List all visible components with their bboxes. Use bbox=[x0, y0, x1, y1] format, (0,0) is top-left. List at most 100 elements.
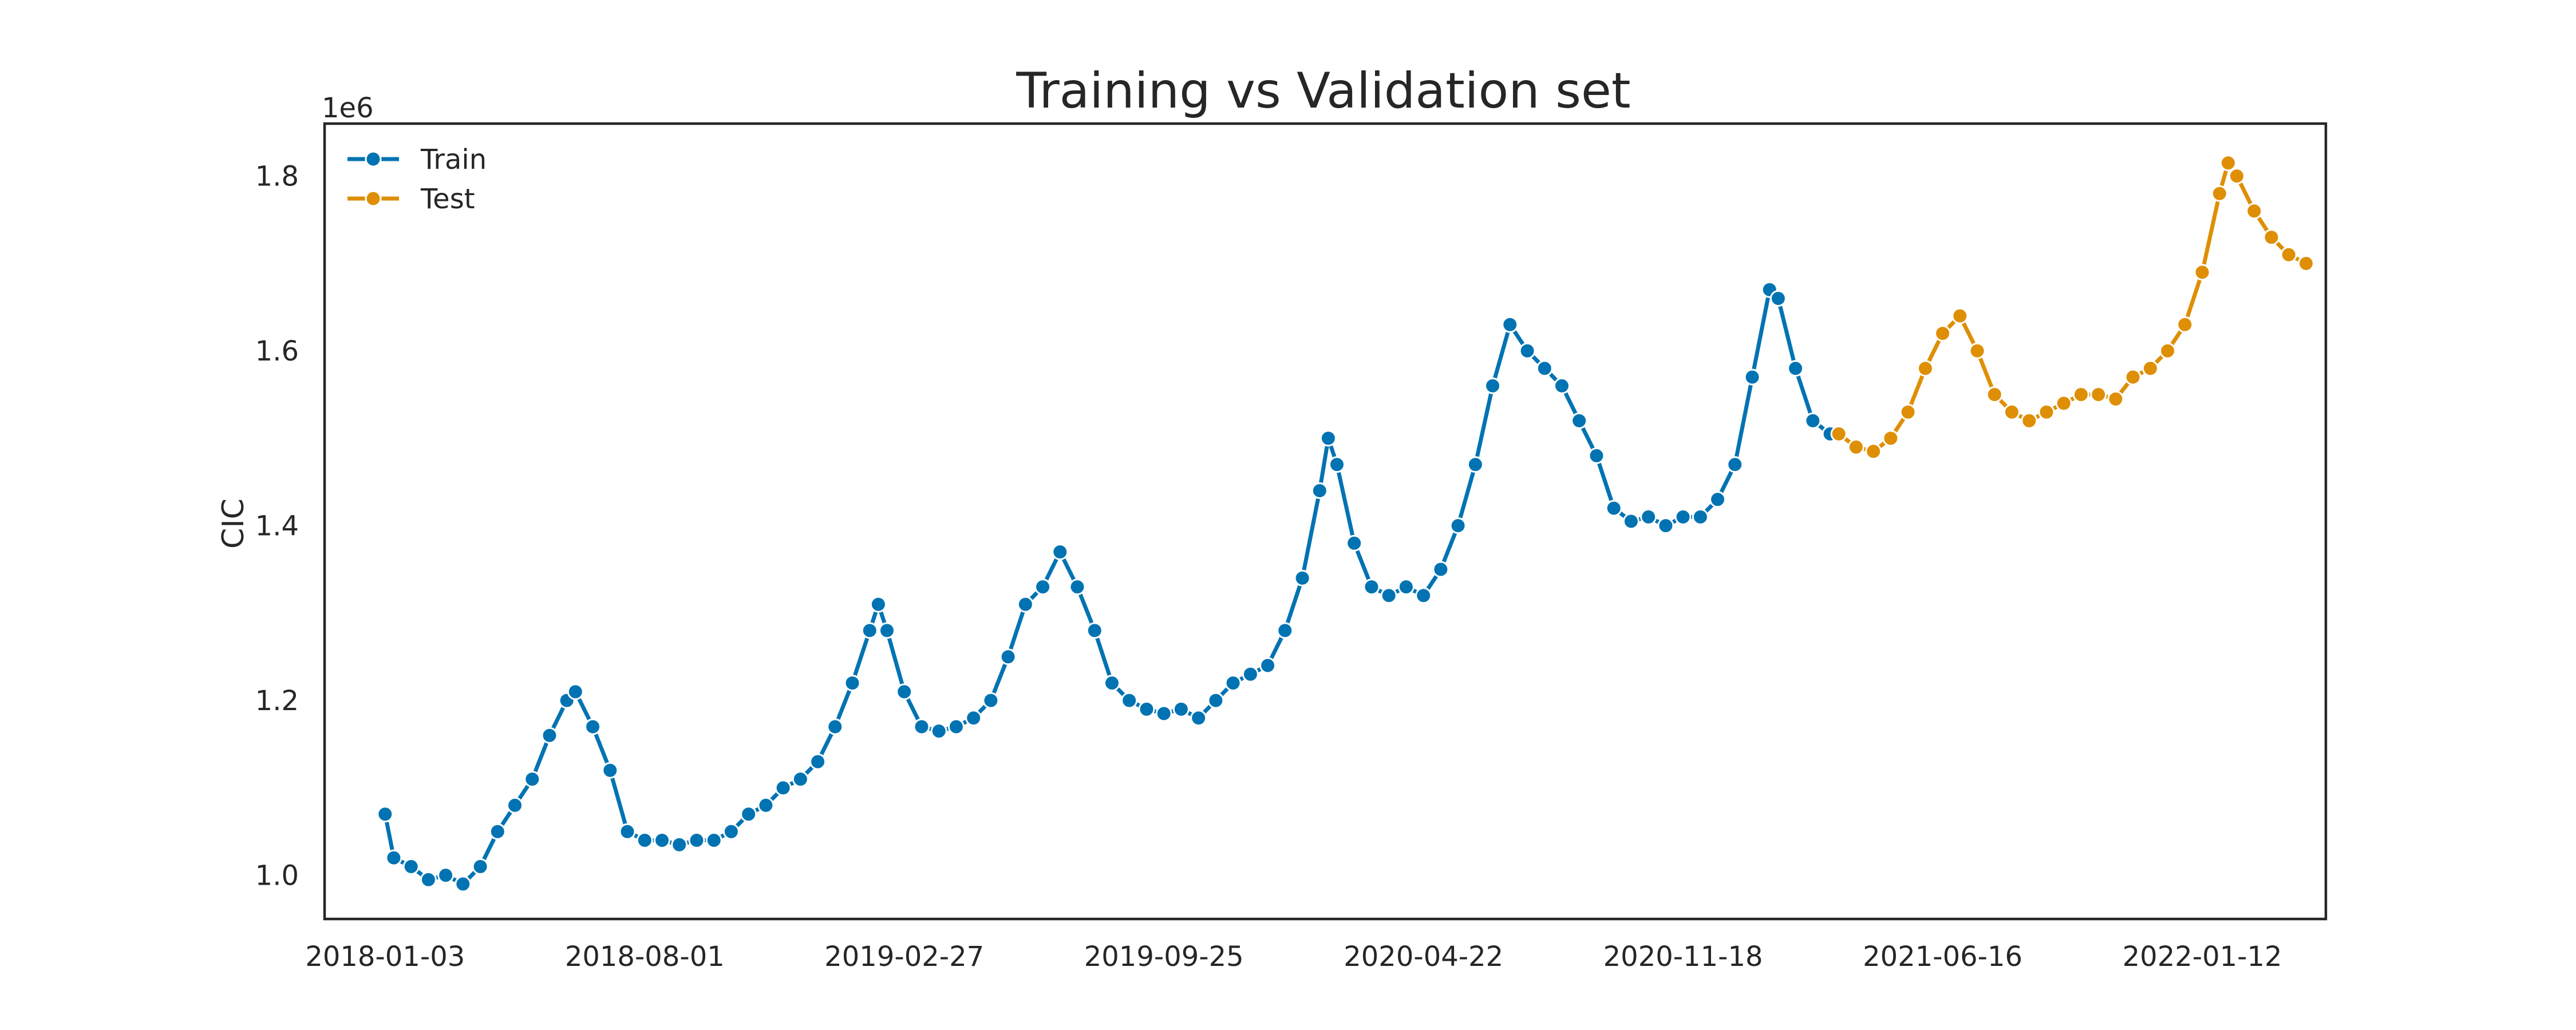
data-point-train bbox=[1657, 517, 1674, 534]
y-tick-label: 1.8 bbox=[255, 161, 299, 193]
data-point-train bbox=[619, 823, 636, 840]
data-point-train bbox=[722, 823, 740, 840]
plot-area bbox=[377, 154, 2314, 893]
data-point-train bbox=[879, 622, 895, 639]
data-point-train bbox=[1502, 316, 1519, 333]
data-point-train bbox=[827, 718, 844, 735]
data-point-train bbox=[947, 718, 965, 735]
data-point-train bbox=[1259, 657, 1277, 674]
data-point-test bbox=[1934, 325, 1951, 342]
data-point-train bbox=[913, 718, 930, 735]
data-point-train bbox=[930, 723, 947, 740]
data-point-train bbox=[1138, 700, 1155, 718]
series-line-train bbox=[383, 287, 1832, 886]
data-point-train bbox=[999, 648, 1017, 665]
y-tick-label: 1.4 bbox=[255, 510, 299, 542]
x-tick-label: 2018-01-03 bbox=[305, 941, 465, 973]
data-point-test bbox=[2021, 412, 2038, 429]
x-tick-label: 2019-02-27 bbox=[824, 941, 984, 973]
data-point-test bbox=[1986, 386, 2003, 403]
data-point-train bbox=[1172, 700, 1190, 718]
data-point-train bbox=[1346, 534, 1363, 552]
data-point-train bbox=[688, 832, 705, 849]
data-point-train bbox=[1224, 675, 1242, 692]
data-point-train bbox=[965, 710, 982, 727]
data-point-train bbox=[1640, 508, 1657, 525]
data-point-test bbox=[2211, 185, 2228, 202]
data-point-train bbox=[1397, 579, 1415, 596]
y-tick-label: 1.0 bbox=[255, 860, 299, 892]
data-point-train bbox=[1155, 705, 1172, 722]
data-point-train bbox=[377, 806, 394, 823]
data-point-train bbox=[1329, 456, 1345, 473]
data-point-train bbox=[524, 771, 541, 788]
data-point-train bbox=[507, 797, 523, 814]
y-tick-label: 1.2 bbox=[255, 685, 299, 717]
data-point-train bbox=[809, 753, 827, 770]
y-axis: 1.0 1.2 1.4 1.6 1.8 bbox=[255, 161, 299, 892]
data-point-train bbox=[1121, 692, 1138, 709]
data-point-train bbox=[1277, 622, 1294, 639]
data-point-test bbox=[2107, 390, 2124, 407]
data-point-train bbox=[1319, 430, 1337, 447]
y-axis-label: CIC bbox=[216, 498, 251, 549]
legend-marker-test bbox=[365, 190, 382, 207]
x-tick-label: 2020-11-18 bbox=[1603, 941, 1763, 973]
data-point-test bbox=[2055, 395, 2072, 412]
data-point-test bbox=[1969, 342, 1986, 359]
data-point-train bbox=[844, 675, 861, 692]
data-point-train bbox=[1467, 456, 1484, 473]
data-point-train bbox=[740, 806, 757, 823]
x-axis: 2018-01-03 2018-08-01 2019-02-27 2019-09-25… bbox=[305, 941, 2282, 973]
data-point-train bbox=[1294, 569, 1311, 587]
data-point-train bbox=[1571, 412, 1588, 429]
chart-title: Training vs Validation set bbox=[1016, 62, 1630, 120]
data-point-train bbox=[1311, 482, 1328, 499]
data-point-train bbox=[437, 867, 455, 884]
data-point-train bbox=[420, 871, 437, 888]
data-point-train bbox=[1017, 596, 1034, 613]
x-tick-label: 2022-01-12 bbox=[2123, 941, 2282, 973]
data-point-train bbox=[1449, 517, 1467, 534]
data-point-train bbox=[1588, 447, 1605, 464]
data-point-train bbox=[1484, 377, 1502, 394]
data-point-train bbox=[472, 858, 489, 875]
data-point-train bbox=[402, 858, 420, 875]
y-tick-label: 1.6 bbox=[255, 335, 299, 367]
data-point-train bbox=[489, 823, 506, 840]
legend-label-train: Train bbox=[420, 144, 487, 176]
data-point-train bbox=[861, 622, 878, 639]
data-point-train bbox=[1034, 579, 1052, 596]
data-point-test bbox=[1899, 403, 1917, 421]
data-point-train bbox=[1554, 377, 1570, 394]
data-point-train bbox=[1726, 456, 1744, 473]
data-point-test bbox=[2090, 386, 2107, 403]
data-point-train bbox=[1769, 290, 1787, 307]
legend-marker-train bbox=[365, 150, 382, 168]
data-point-train bbox=[1190, 710, 1207, 727]
data-point-train bbox=[636, 832, 653, 849]
data-point-train bbox=[1744, 369, 1761, 386]
x-tick-label: 2019-09-25 bbox=[1084, 941, 1244, 973]
data-point-train bbox=[1207, 692, 1224, 709]
data-point-train bbox=[896, 683, 913, 700]
data-point-test bbox=[2124, 369, 2142, 386]
data-point-test bbox=[1865, 443, 1882, 460]
data-point-test bbox=[2280, 246, 2297, 263]
plot-frame bbox=[323, 122, 2328, 921]
data-point-train bbox=[1536, 360, 1553, 377]
data-point-test bbox=[2142, 360, 2159, 377]
x-tick-label: 2020-04-22 bbox=[1344, 941, 1503, 973]
data-point-train bbox=[541, 727, 558, 744]
data-point-train bbox=[1787, 360, 1804, 377]
x-tick-label: 2021-06-16 bbox=[1863, 941, 2022, 973]
data-point-test bbox=[2004, 403, 2020, 421]
data-point-test bbox=[1951, 307, 1969, 324]
data-point-train bbox=[1622, 513, 1639, 530]
data-point-test bbox=[2072, 386, 2089, 403]
data-point-train bbox=[1692, 508, 1709, 525]
data-point-test bbox=[2298, 255, 2314, 272]
data-point-test bbox=[2159, 342, 2176, 359]
data-point-train bbox=[1242, 665, 1259, 683]
